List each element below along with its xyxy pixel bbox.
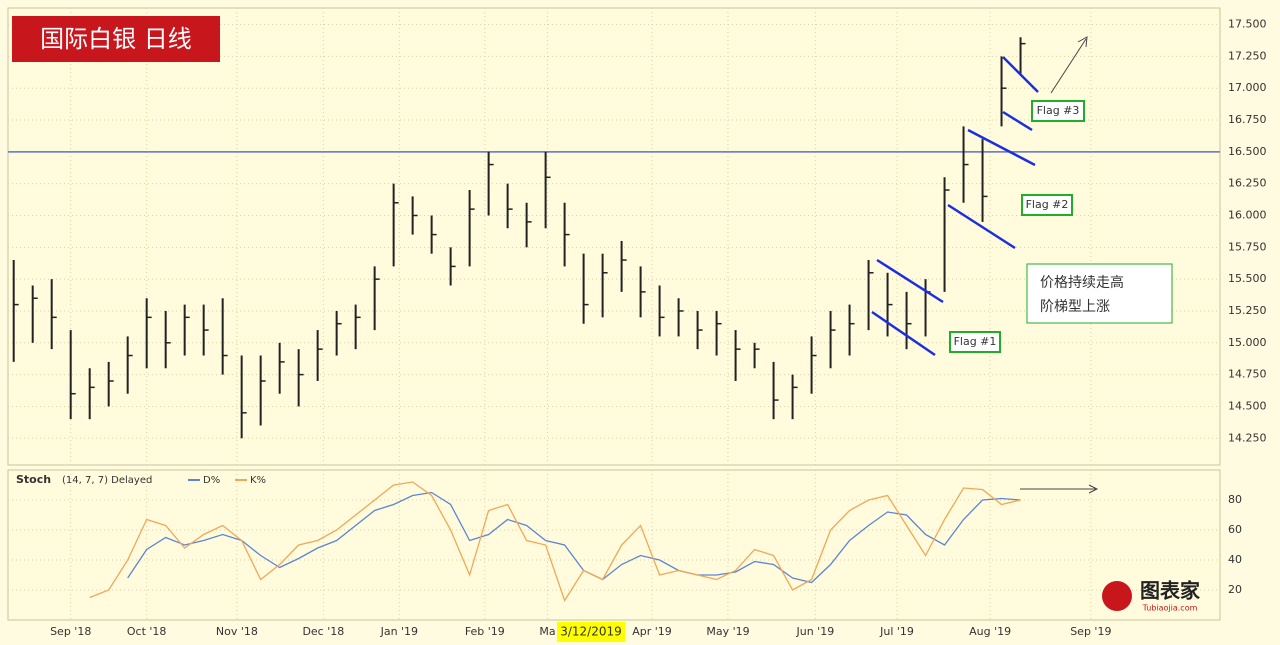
label-box bbox=[1031, 100, 1085, 122]
title-box bbox=[12, 16, 220, 62]
label-box bbox=[1021, 194, 1073, 216]
flag-channels bbox=[871, 56, 1039, 357]
y-tick-label: 15.000 bbox=[1228, 336, 1267, 349]
flag-label: Flag #3 bbox=[1037, 104, 1080, 117]
y-tick-label: 16.250 bbox=[1228, 177, 1267, 190]
chart-title: 国际白银 日线 bbox=[40, 25, 192, 53]
flag-line bbox=[947, 203, 1016, 250]
logo-text: 图表家 bbox=[1140, 579, 1201, 603]
x-tick-label: Apr '19 bbox=[632, 625, 672, 638]
y-tick-label: 17.250 bbox=[1228, 49, 1267, 62]
stoch-line bbox=[127, 491, 1021, 584]
y-tick-label: 15.500 bbox=[1228, 272, 1267, 285]
flag-label: Flag #1 bbox=[954, 335, 997, 348]
legend-label: D% bbox=[203, 475, 220, 486]
price-panel bbox=[7, 7, 1221, 466]
cursor-date: 3/12/2019 bbox=[560, 625, 622, 639]
flag-line bbox=[871, 310, 936, 357]
arrow-head bbox=[1088, 484, 1099, 494]
arrow-head bbox=[1077, 36, 1088, 48]
y-tick-label: 60 bbox=[1228, 523, 1242, 536]
y-tick-label: 15.750 bbox=[1228, 240, 1267, 253]
cursor-date-bg bbox=[557, 622, 625, 642]
flag-line bbox=[967, 128, 1036, 167]
y-tick-label: 17.500 bbox=[1228, 18, 1267, 31]
grid-layer bbox=[8, 8, 1220, 620]
arrow bbox=[1050, 38, 1087, 94]
logo-sub: Tubiaojia.com bbox=[1142, 604, 1198, 613]
x-tick-label: Nov '18 bbox=[216, 625, 258, 638]
x-tick-label: Jun '19 bbox=[796, 625, 835, 638]
y-tick-label: 14.500 bbox=[1228, 399, 1267, 412]
y-tick-label: 40 bbox=[1228, 553, 1242, 566]
x-tick-label: Feb '19 bbox=[465, 625, 505, 638]
x-tick-label: Ma bbox=[539, 625, 555, 638]
note-text: 阶梯型上涨 bbox=[1040, 299, 1110, 315]
flag-line bbox=[1002, 56, 1039, 93]
y-tick-label: 14.250 bbox=[1228, 431, 1267, 444]
mark-layer bbox=[12, 37, 1026, 602]
x-tick-label: Dec '18 bbox=[302, 625, 344, 638]
flag-line bbox=[876, 258, 944, 304]
x-tick-label: May '19 bbox=[706, 625, 749, 638]
flag-label: Flag #2 bbox=[1026, 198, 1069, 211]
y-tick-label: 16.750 bbox=[1228, 113, 1267, 126]
flag-line bbox=[1002, 110, 1033, 132]
x-tick-label: Sep '18 bbox=[50, 625, 91, 638]
stoch-panel bbox=[7, 469, 1221, 621]
note-box bbox=[1026, 263, 1173, 324]
arrows bbox=[1020, 36, 1099, 494]
note-text: 价格持续走高 bbox=[1040, 274, 1124, 291]
y-tick-label: 16.500 bbox=[1228, 145, 1267, 158]
stoch-line bbox=[89, 481, 1021, 602]
x-tick-label: Aug '19 bbox=[969, 625, 1011, 638]
x-tick-label: Sep '19 bbox=[1070, 625, 1111, 638]
y-tick-label: 14.750 bbox=[1228, 368, 1267, 381]
stoch-params: (14, 7, 7) Delayed bbox=[62, 475, 152, 486]
x-tick-label: Jul '19 bbox=[879, 625, 914, 638]
stoch-label: Stoch bbox=[16, 473, 51, 486]
x-tick-label: Jan '19 bbox=[380, 625, 418, 638]
logo-icon bbox=[1102, 581, 1132, 611]
legend-label: K% bbox=[250, 475, 266, 486]
label-box bbox=[949, 331, 1001, 353]
x-tick-label: Oct '18 bbox=[127, 625, 167, 638]
flag-labels: Flag #1 Flag #2 Flag #3 价格持续走高 阶梯型上涨 bbox=[949, 100, 1173, 353]
y-tick-label: 17.000 bbox=[1228, 81, 1267, 94]
y-tick-label: 16.000 bbox=[1228, 208, 1267, 221]
y-tick-label: 15.250 bbox=[1228, 304, 1267, 317]
y-tick-label: 20 bbox=[1228, 583, 1242, 596]
y-tick-label: 80 bbox=[1228, 493, 1242, 506]
